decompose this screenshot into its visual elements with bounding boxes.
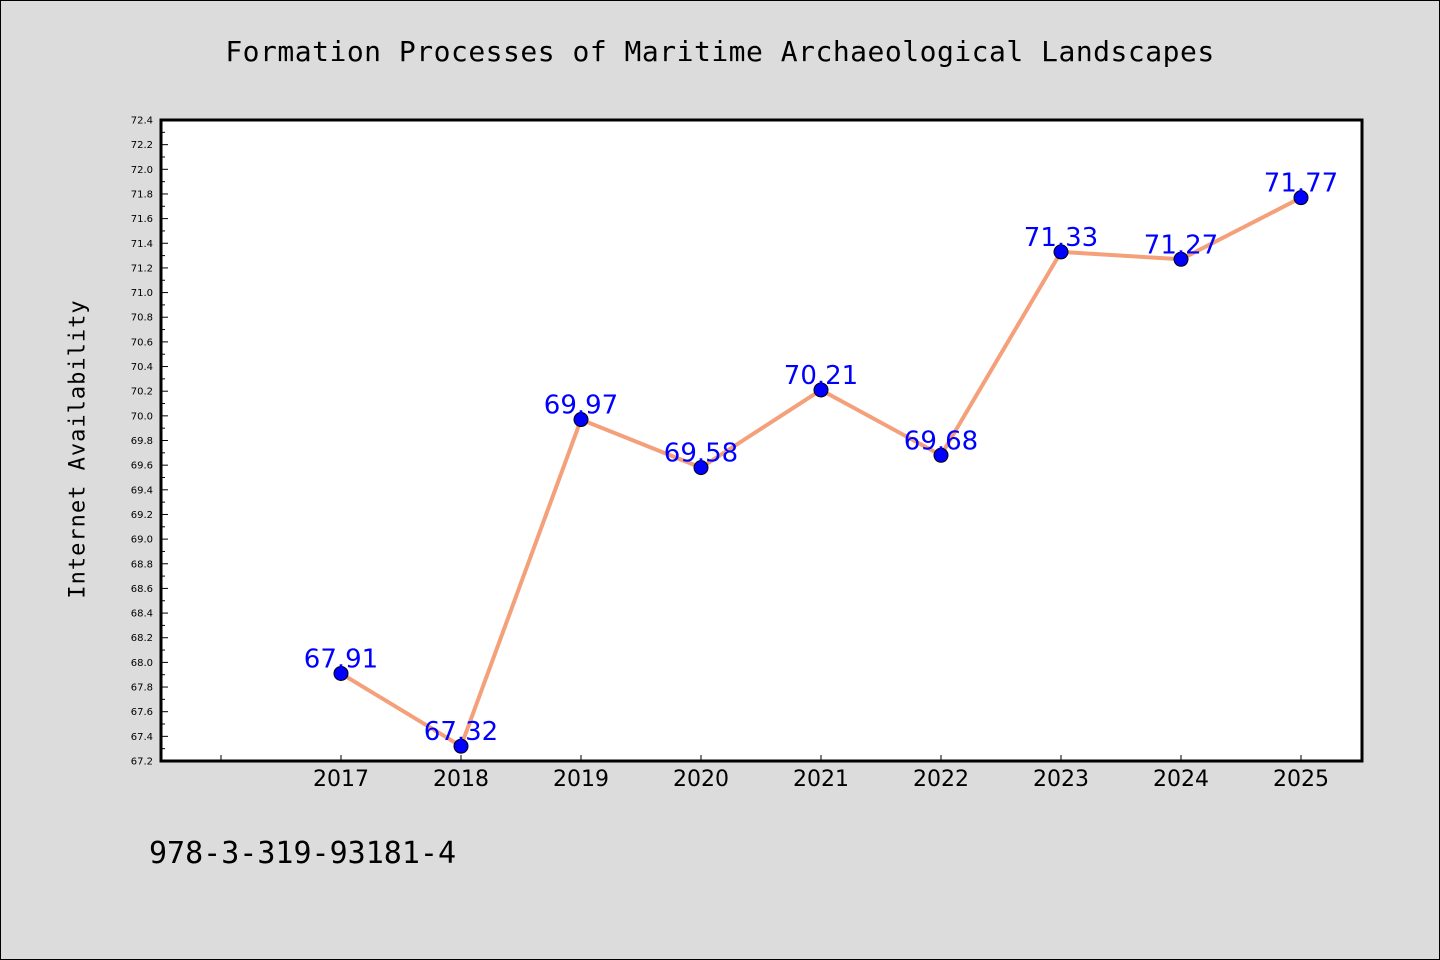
series-markers [333,190,1309,754]
y-tick-label: 70.0 [131,411,153,422]
x-tick-label: 2018 [433,767,489,792]
data-point [693,460,709,476]
isbn-note: 978-3-319-93181-4 [149,836,457,871]
chart-title: Formation Processes of Maritime Archaeol… [225,35,1215,68]
x-tick-label: 2020 [673,767,729,792]
y-tick-label: 70.4 [131,362,153,373]
y-tick-label: 68.4 [131,609,153,620]
y-tick-label: 69.0 [131,535,153,546]
y-tick-label: 71.0 [131,288,153,299]
y-tick-label: 68.2 [131,633,153,644]
data-label: 70.21 [784,361,858,391]
x-tick-label: 2021 [793,767,849,792]
y-tick-label: 70.2 [131,387,153,398]
y-tick-label: 71.4 [131,239,153,250]
x-tick-label: 2019 [553,767,609,792]
x-tick-label: 2022 [913,767,969,792]
y-tick-label: 68.6 [131,584,153,595]
y-tick-label: 71.8 [131,189,153,200]
y-tick-label: 71.2 [131,263,153,274]
y-tick-label: 72.4 [131,116,153,127]
x-tick-label: 2025 [1273,767,1329,792]
y-tick-label: 69.8 [131,436,153,447]
y-tick-label: 68.0 [131,658,153,669]
y-tick-label: 67.4 [131,732,153,743]
y-axis: 67.2 67.4 67.6 67.8 68.0 68.2 68.4 68.6 68.8 69.0… [131,116,168,768]
y-tick-label: 71.6 [131,214,153,225]
data-label: 67.32 [424,717,498,747]
y-tick-label: 69.4 [131,485,153,496]
data-point [333,665,349,681]
y-tick-label: 69.2 [131,510,153,521]
data-label: 69.58 [664,439,738,469]
y-tick-label: 70.8 [131,313,153,324]
data-point [933,447,949,463]
y-tick-label: 67.6 [131,707,153,718]
y-tick-label: 69.6 [131,461,153,472]
data-label: 71.27 [1144,230,1218,260]
y-tick-label: 68.8 [131,559,153,570]
y-tick-label: 72.2 [131,140,153,151]
data-labels: 67.91 67.32 69.97 69.58 70.21 69.68 71.33 71.27… [304,169,1338,748]
y-tick-label: 70.6 [131,337,153,348]
y-tick-label: 67.2 [131,757,153,768]
data-point [1173,251,1189,267]
data-label: 69.68 [904,426,978,456]
data-point [1053,244,1069,260]
y-tick-label: 72.0 [131,165,153,176]
data-point [573,412,589,428]
x-axis: 2017 2018 2019 2020 2021 2022 2023 2024 2025 [220,755,1329,792]
data-point [1293,190,1309,206]
x-tick-label: 2023 [1033,767,1089,792]
data-label: 71.33 [1024,223,1098,253]
plot-area [159,118,1364,763]
data-point [813,382,829,398]
data-point [453,738,469,754]
x-tick-label: 2024 [1153,767,1209,792]
data-label: 71.77 [1264,169,1338,199]
y-tick-label: 67.8 [131,683,153,694]
data-label: 67.91 [304,644,378,674]
data-label: 69.97 [544,391,618,421]
x-tick-label: 2017 [313,767,369,792]
